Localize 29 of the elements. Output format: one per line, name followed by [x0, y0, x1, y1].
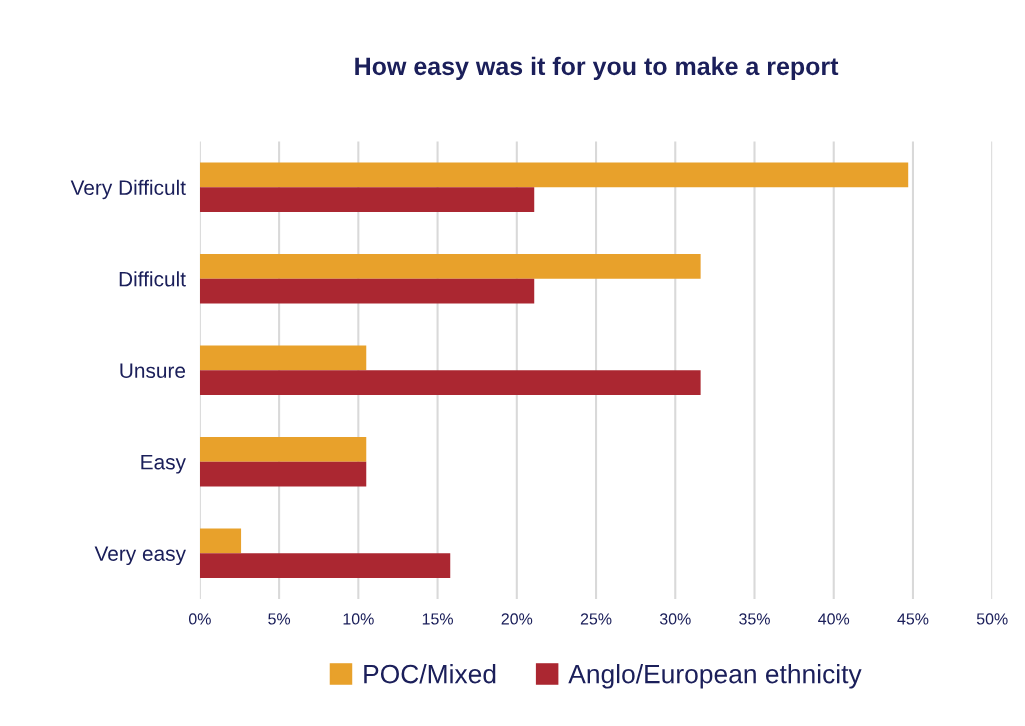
y-tick-label: Easy	[141, 454, 186, 474]
chart-title: How easy was it for you to make a report	[355, 56, 839, 81]
y-tick-label: Difficult	[119, 271, 186, 287]
y-tick-label: Very Difficult	[70, 179, 186, 200]
x-tick-label: 20%	[501, 613, 533, 625]
bar	[199, 528, 242, 554]
bar	[199, 162, 909, 188]
bar	[199, 553, 451, 578]
y-tick-label: Very easy	[94, 546, 186, 566]
x-tick-label: 25%	[580, 613, 612, 625]
x-tick-label: 15%	[422, 613, 453, 625]
x-tick-label: 10%	[343, 613, 374, 625]
x-tick-label: 30%	[659, 613, 691, 625]
bar	[199, 370, 701, 395]
x-tick-label: 45%	[897, 613, 929, 625]
x-tick-label: 5%	[268, 613, 291, 625]
x-tick-label: 50%	[976, 613, 1008, 625]
bar	[199, 345, 367, 371]
bar	[199, 437, 367, 462]
legend-label: POC/Mixed	[364, 664, 496, 684]
bar	[199, 254, 701, 279]
x-tick-label: 35%	[739, 613, 770, 625]
y-tick-label: Unsure	[120, 363, 186, 379]
bar	[199, 461, 367, 487]
bar	[199, 187, 535, 213]
bar	[199, 278, 535, 304]
x-tick-label: 40%	[818, 613, 850, 625]
legend-label: Anglo/European ethnicity	[568, 664, 862, 689]
x-tick-label: 0%	[188, 613, 211, 625]
